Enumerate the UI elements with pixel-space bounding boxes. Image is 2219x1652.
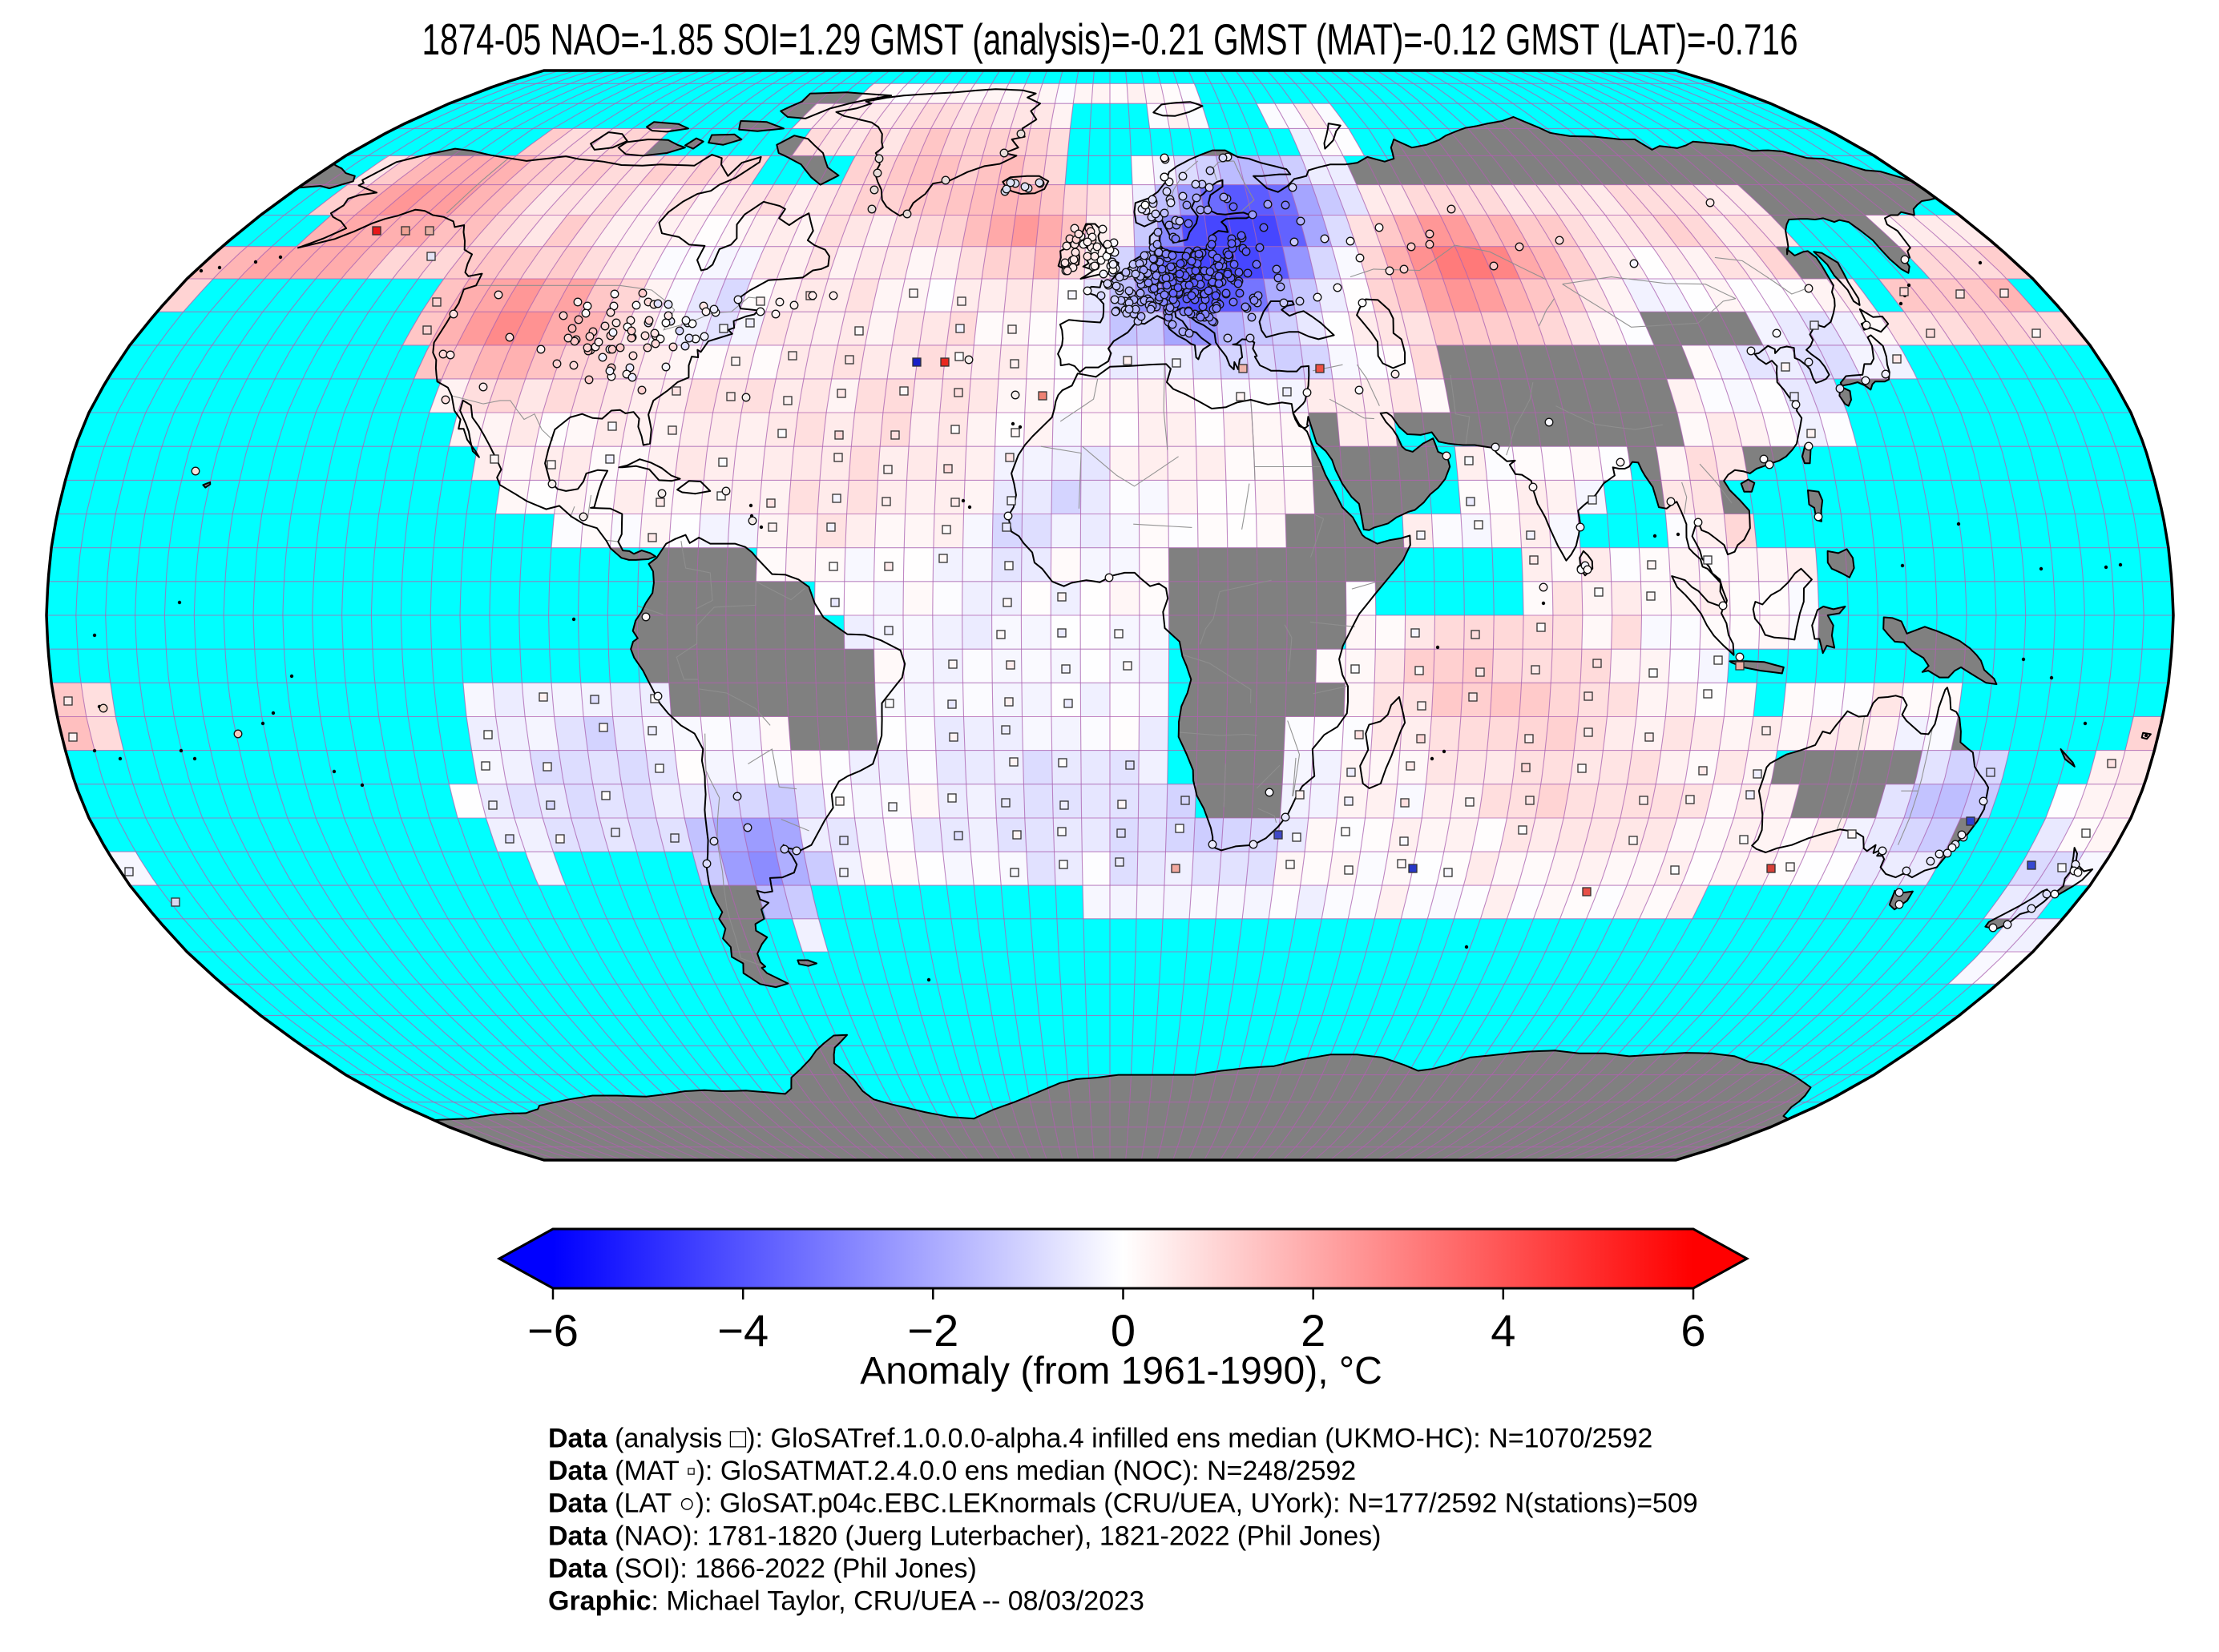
svg-text:4: 4: [1491, 1305, 1515, 1356]
svg-text:−4: −4: [717, 1305, 769, 1356]
svg-text:Data (analysis □): GloSATref.1: Data (analysis □): GloSATref.1.0.0.0-alp…: [548, 1424, 1652, 1454]
svg-text:2: 2: [1301, 1305, 1325, 1356]
svg-text:0: 0: [1111, 1305, 1136, 1356]
svg-text:−6: −6: [527, 1305, 579, 1356]
svg-text:Data (LAT ○): GloSAT.p04c.EBC.: Data (LAT ○): GloSAT.p04c.EBC.LEKnormals…: [548, 1489, 1698, 1519]
svg-text:6: 6: [1680, 1305, 1705, 1356]
svg-text:Data (SOI): 1866-2022 (Phil Jo: Data (SOI): 1866-2022 (Phil Jones): [548, 1553, 977, 1584]
svg-text:Anomaly (from 1961-1990), °C: Anomaly (from 1961-1990), °C: [860, 1350, 1382, 1392]
svg-text:−2: −2: [907, 1305, 958, 1356]
svg-text:Data (NAO): 1781-1820 (Juerg L: Data (NAO): 1781-1820 (Juerg Luterbacher…: [548, 1521, 1381, 1551]
svg-text:Data (MAT ▫): GloSATMAT.2.4.0.: Data (MAT ▫): GloSATMAT.2.4.0.0 ens medi…: [548, 1456, 1356, 1486]
svg-text:1874-05 NAO=-1.85 SOI=1.29 GMS: 1874-05 NAO=-1.85 SOI=1.29 GMST (analysi…: [422, 14, 1798, 64]
svg-text:Graphic: Michael Taylor, CRU/U: Graphic: Michael Taylor, CRU/UEA -- 08/0…: [548, 1586, 1144, 1617]
